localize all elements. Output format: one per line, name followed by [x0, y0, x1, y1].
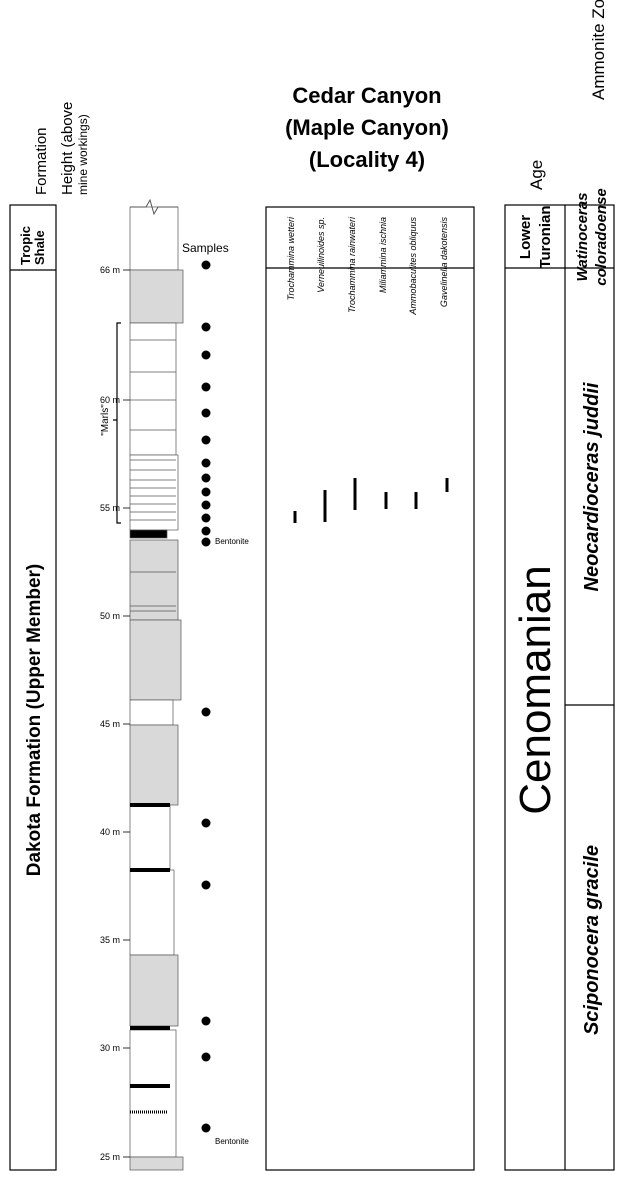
title: (Maple Canyon) — [285, 115, 449, 140]
column-labels: Tropic Shale Dakota Formation (Upper Mem… — [18, 188, 610, 1146]
height-tick-label: 35 m — [100, 935, 120, 945]
species-name: Ammobaculites obliquus — [408, 217, 418, 316]
bed — [130, 540, 178, 620]
bed — [130, 1157, 183, 1170]
black-bed — [130, 803, 170, 807]
height-ticks: 66 m 60 m 55 m 50 m 45 m 40 m 35 m 30 m 25 m — [100, 265, 130, 1162]
bed — [130, 620, 181, 700]
age-name: Lower — [517, 215, 534, 259]
bed — [130, 530, 167, 538]
height-tick-label: 25 m — [100, 1152, 120, 1162]
sample-dot — [202, 819, 211, 828]
ammonite-header: Ammonite Zone — [589, 0, 608, 100]
bed — [130, 207, 178, 270]
sample-dot — [202, 459, 211, 468]
species-name: Trochammina wetteri — [286, 216, 296, 300]
sample-dot — [202, 351, 211, 360]
sample-dot — [202, 323, 211, 332]
height-tick-label: 30 m — [100, 1043, 120, 1053]
sample-dot — [202, 1017, 211, 1026]
species-name: Gavelinella dakotensis — [439, 217, 449, 308]
age-name: Cenomanian — [511, 565, 560, 815]
marls-label: "Marls" — [100, 404, 111, 436]
bed — [130, 1030, 176, 1157]
sample-dot — [202, 501, 211, 510]
title: Cedar Canyon — [292, 83, 441, 108]
age-header: Age — [527, 160, 546, 190]
samples-label: Samples — [182, 241, 229, 255]
sample-dot — [202, 527, 211, 536]
height-tick-label: 40 m — [100, 827, 120, 837]
sample-dot — [202, 409, 211, 418]
sample-dot — [202, 488, 211, 497]
sample-dot — [202, 1124, 211, 1133]
sample-dot — [202, 436, 211, 445]
bed — [130, 955, 178, 1026]
sample-dot — [202, 514, 211, 523]
sample-dot — [202, 1053, 211, 1062]
sample-dot — [202, 383, 211, 392]
title: (Locality 4) — [309, 147, 425, 172]
bed — [130, 725, 178, 805]
bed — [130, 323, 176, 455]
formation-name: Tropic — [18, 226, 33, 265]
bed — [130, 805, 170, 870]
height-tick-label: 45 m — [100, 719, 120, 729]
ammonite-zone: coloradoense — [593, 188, 610, 286]
ammonite-zone: Neocardioceras juddii — [581, 382, 603, 591]
height-tick-label: 66 m — [100, 265, 120, 275]
height-tick-label: 60 m — [100, 395, 120, 405]
species-name: Miliammina ischnia — [378, 217, 388, 293]
species-names: Trochammina wetteri Verneuilinoides sp. Tr… — [286, 216, 449, 316]
sample-dot — [202, 474, 211, 483]
formation-name: Shale — [32, 230, 47, 265]
bed — [130, 870, 174, 955]
lithology-column — [130, 200, 183, 1170]
formation-header: Formation — [33, 127, 50, 195]
bed — [130, 455, 178, 530]
bentonite-label: Bentonite — [215, 537, 249, 546]
height-header: mine workings) — [76, 114, 90, 195]
ammonite-zone: Sciponocera gracile — [581, 845, 603, 1035]
sample-dot — [202, 261, 211, 270]
height-tick-label: 50 m — [100, 611, 120, 621]
species-name: Trochammina rainwateri — [347, 216, 357, 313]
headers: Formation Height (above mine workings) C… — [33, 0, 608, 195]
sample-dot — [202, 708, 211, 717]
sample-dot — [202, 881, 211, 890]
height-header: Height (above — [59, 102, 76, 195]
black-bed — [130, 868, 170, 872]
bed — [130, 270, 183, 323]
bed — [130, 700, 173, 725]
height-tick-label: 55 m — [100, 503, 120, 513]
black-bed — [130, 1026, 170, 1030]
formation-name: Dakota Formation (Upper Member) — [24, 564, 45, 876]
black-bed — [130, 1084, 170, 1088]
figure: Formation Height (above mine workings) C… — [0, 0, 629, 1178]
sample-dot — [202, 538, 211, 547]
ammonite-zone: Watinoceras — [574, 193, 591, 282]
bentonite-label: Bentonite — [215, 1137, 249, 1146]
range-bars — [295, 478, 447, 523]
species-name: Verneuilinoides sp. — [316, 217, 326, 293]
samples — [202, 261, 211, 1133]
age-name: Turonian — [537, 205, 554, 268]
